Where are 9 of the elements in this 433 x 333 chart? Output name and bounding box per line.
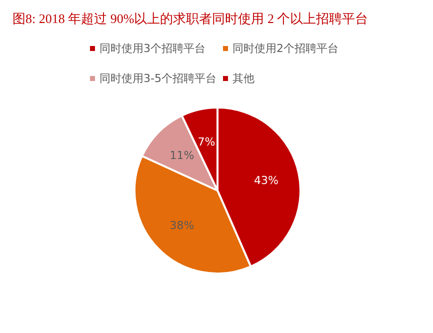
legend-label: 其他 <box>232 72 254 85</box>
data-label: 38% <box>170 218 194 232</box>
data-label: 43% <box>254 174 278 187</box>
legend-label: 同时使用3-5个招聘平台 <box>100 72 216 85</box>
data-label: 11% <box>170 149 194 162</box>
data-label: 7% <box>198 135 216 148</box>
chart-title: 图8: 2018 年超过 90%以上的求职者同时使用 2 个以上招聘平台 <box>12 11 368 26</box>
legend-label: 同时使用2个招聘平台 <box>232 42 338 55</box>
legend-label: 同时使用3个招聘平台 <box>100 42 206 55</box>
